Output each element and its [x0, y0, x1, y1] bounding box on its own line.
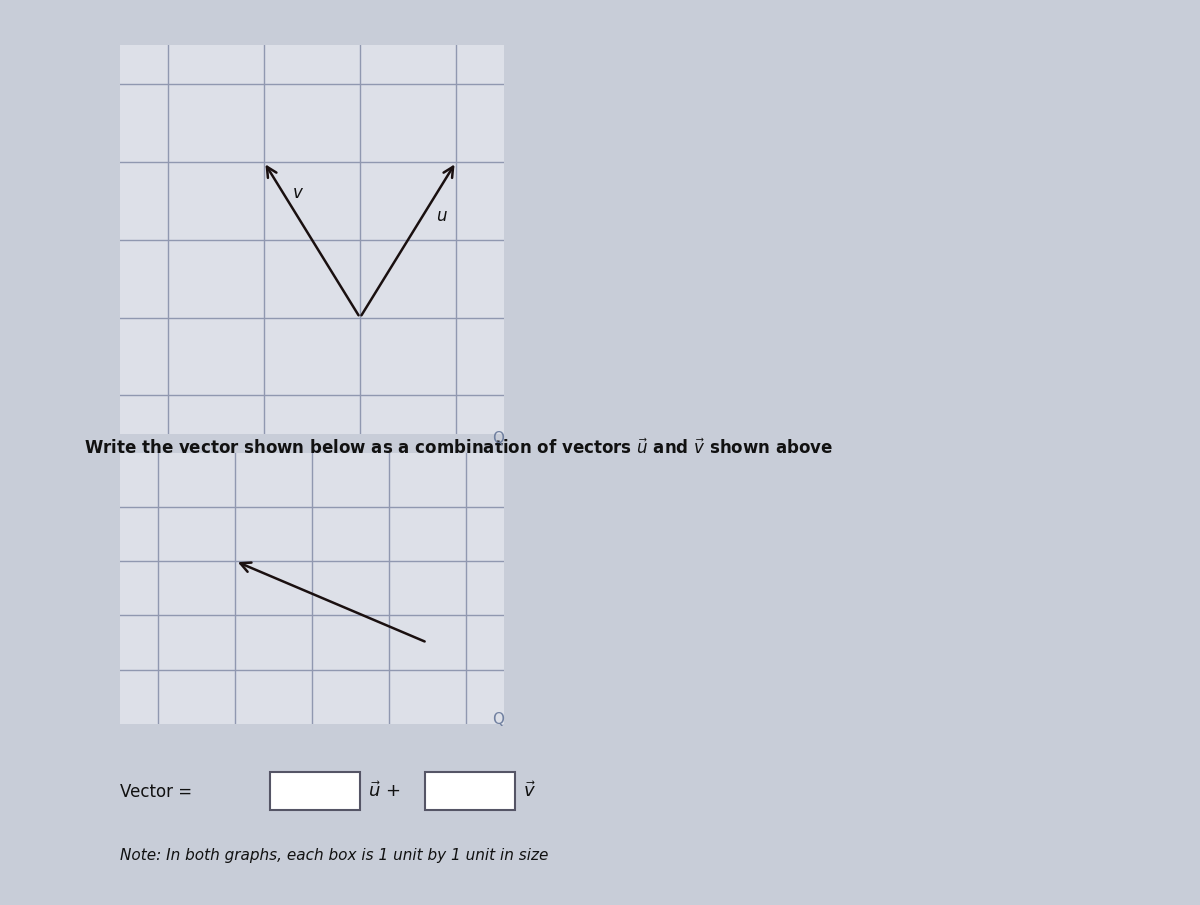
Text: Vector =: Vector = — [120, 783, 197, 801]
Text: $\vec{v}$: $\vec{v}$ — [523, 781, 536, 801]
Text: Q: Q — [492, 712, 504, 727]
Bar — [425, 772, 515, 810]
Text: $\vec{u}$ +: $\vec{u}$ + — [368, 781, 401, 801]
Text: $\mathit{u}$: $\mathit{u}$ — [436, 207, 448, 225]
Text: $\mathit{v}$: $\mathit{v}$ — [292, 184, 304, 202]
Text: Q: Q — [492, 432, 504, 446]
Text: Note: In both graphs, each box is 1 unit by 1 unit in size: Note: In both graphs, each box is 1 unit… — [120, 848, 548, 862]
Text: Write the vector shown below as a combination of vectors $\vec{u}$ and $\vec{v}$: Write the vector shown below as a combin… — [84, 438, 833, 458]
Bar — [270, 772, 360, 810]
